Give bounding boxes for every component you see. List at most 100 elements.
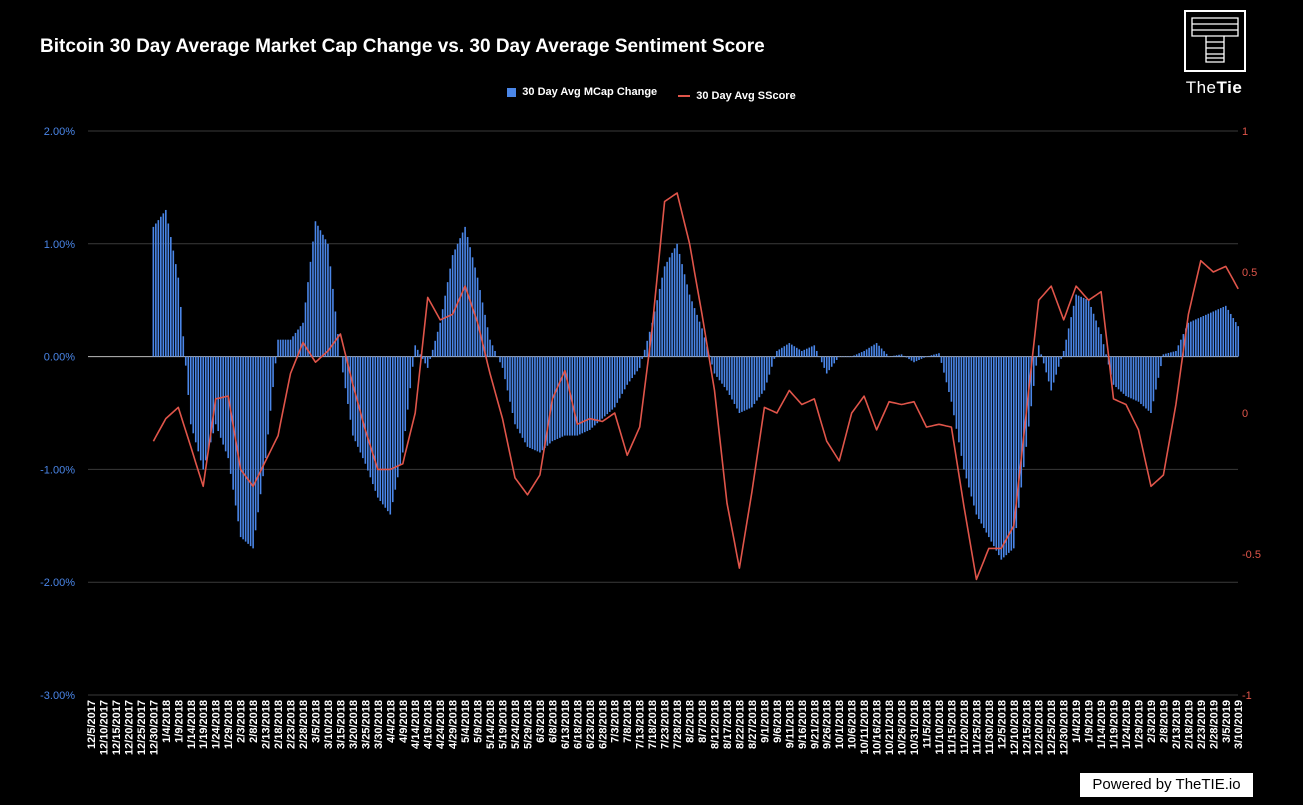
bar: [960, 356, 963, 456]
x-axis-tick-label: 10/11/2018: [859, 700, 871, 754]
bar: [1227, 309, 1230, 357]
bar: [202, 356, 205, 470]
bar: [898, 354, 900, 357]
legend-item-mcap[interactable]: 30 Day Avg MCap Change: [507, 86, 657, 98]
bar: [943, 356, 945, 373]
bar: [835, 356, 838, 360]
bar: [1187, 322, 1190, 357]
x-axis-tick-label: 6/3/2018: [535, 700, 547, 743]
bar: [189, 356, 192, 425]
bar: [514, 356, 516, 425]
bar: [426, 356, 429, 368]
x-axis-tick-label: 5/14/2018: [485, 700, 497, 749]
bar: [651, 322, 653, 357]
bar: [561, 356, 564, 437]
bar: [678, 253, 681, 357]
bar: [1115, 356, 1117, 388]
bar: [1155, 356, 1157, 390]
bar: [187, 356, 190, 395]
bar: [865, 349, 868, 357]
bar: [1157, 356, 1160, 378]
bar: [1025, 356, 1028, 447]
bar: [1132, 356, 1135, 400]
thetie-logo: TheTie: [1184, 10, 1246, 97]
bar: [728, 356, 731, 395]
bar: [930, 355, 933, 357]
bar: [334, 311, 337, 357]
bar: [853, 355, 855, 357]
bar: [1102, 344, 1105, 357]
bar: [1224, 305, 1227, 357]
bar: [948, 356, 950, 393]
bar: [963, 356, 965, 470]
bar: [182, 336, 185, 357]
x-axis-tick-label: 8/2/2018: [685, 700, 697, 743]
x-axis-tick-label: 9/1/2018: [759, 700, 771, 743]
bar: [1145, 356, 1147, 409]
bar: [1035, 356, 1038, 366]
bar: [254, 356, 257, 531]
bar: [601, 356, 604, 419]
x-axis-tick-label: 3/10/2019: [1233, 700, 1245, 749]
bar: [170, 237, 172, 357]
bar: [606, 356, 609, 415]
bar: [798, 349, 801, 357]
x-axis-tick-label: 4/4/2018: [385, 700, 397, 743]
bar: [716, 356, 718, 377]
bar: [364, 356, 367, 464]
bar: [1015, 356, 1018, 529]
legend-swatch-line: [678, 94, 691, 97]
bar: [1190, 321, 1192, 357]
bar: [638, 356, 641, 368]
bar: [935, 353, 938, 357]
legend-item-sscore[interactable]: 30 Day Avg SScore: [678, 90, 796, 102]
bar: [1017, 356, 1020, 508]
bar: [1212, 311, 1215, 357]
bar: [1214, 310, 1217, 357]
bar: [1067, 328, 1070, 357]
bar: [1234, 322, 1237, 357]
x-axis-tick-label: 9/26/2018: [822, 700, 834, 749]
bar: [1167, 352, 1170, 357]
right-axis-tick-label: 1: [1242, 126, 1248, 138]
bar: [673, 248, 676, 357]
bar: [526, 356, 529, 447]
bar: [828, 356, 831, 371]
bar: [863, 350, 865, 357]
x-axis-tick-label: 2/28/2018: [298, 700, 310, 749]
bar: [713, 356, 716, 374]
bar: [489, 339, 491, 357]
x-axis-tick-label: 4/14/2018: [410, 700, 422, 749]
bar: [611, 356, 614, 410]
left-axis-tick-label: 2.00%: [44, 126, 75, 138]
bar: [1012, 356, 1015, 549]
bar: [416, 349, 419, 357]
bar: [549, 356, 551, 444]
right-axis-tick-label: 0.5: [1242, 267, 1257, 279]
bar: [1060, 356, 1062, 359]
x-axis-tick-label: 7/23/2018: [660, 700, 672, 749]
bar: [1057, 356, 1060, 367]
bar: [569, 356, 571, 436]
x-axis-tick-label: 7/28/2018: [672, 700, 684, 749]
bar: [761, 356, 763, 394]
powered-by-link[interactable]: Powered by TheTIE.io: [1080, 773, 1253, 797]
bar: [938, 353, 940, 357]
bar: [272, 356, 274, 388]
bar: [327, 243, 329, 357]
x-axis-tick-label: 9/11/2018: [784, 700, 796, 748]
x-axis-tick-label: 5/24/2018: [510, 700, 522, 749]
bar: [1137, 356, 1140, 402]
bar: [174, 264, 177, 357]
bar: [686, 284, 688, 357]
bar: [1000, 356, 1003, 560]
bar: [681, 264, 683, 357]
x-axis-tick-label: 8/27/2018: [747, 700, 759, 749]
bar: [1185, 328, 1187, 357]
bar: [207, 356, 210, 452]
bar: [157, 220, 160, 357]
x-axis-tick-label: 12/25/2018: [1046, 700, 1058, 755]
bar: [763, 356, 766, 391]
bar: [554, 356, 556, 441]
bar: [324, 239, 327, 357]
